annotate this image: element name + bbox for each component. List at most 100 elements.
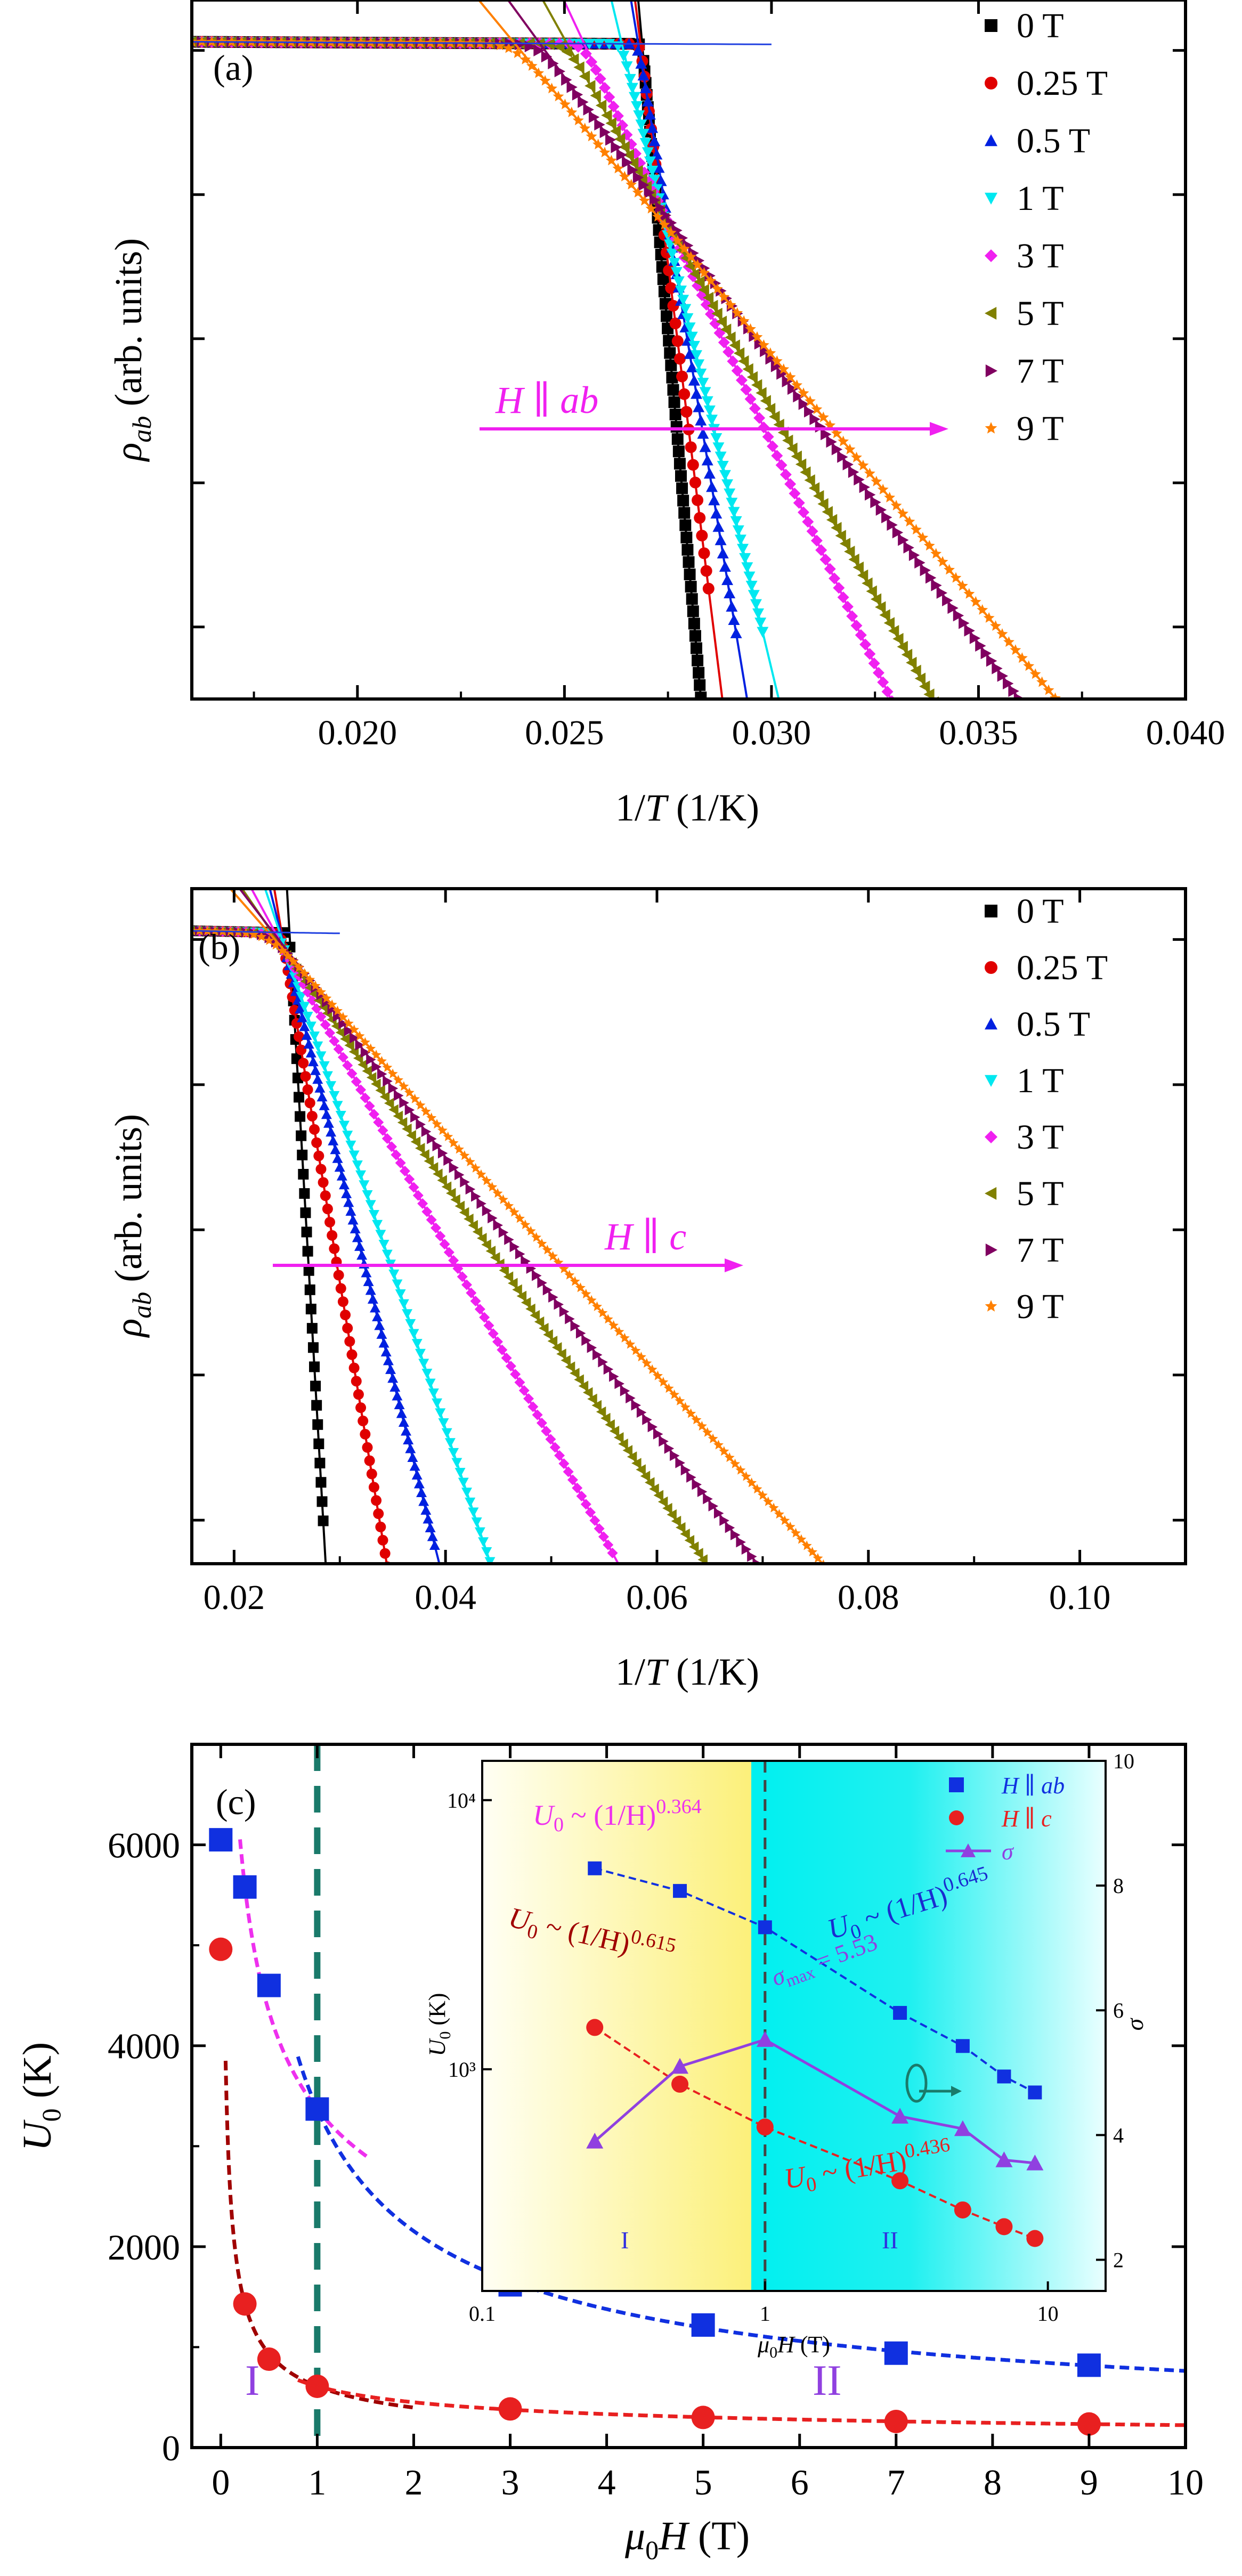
- inset-c-point: [954, 2201, 971, 2219]
- data-point: [541, 51, 553, 63]
- x-tick-label: 9: [1080, 2462, 1098, 2502]
- data-point: [305, 2374, 329, 2398]
- panel-a-ticks: 0.020 0.025 0.030 0.035 0.040: [192, 0, 1225, 752]
- legend-label: 7 T: [1017, 352, 1064, 391]
- series-9T: [192, 0, 1107, 759]
- data-point: [1042, 730, 1052, 742]
- inset-region-II-bg: [751, 1761, 1106, 2291]
- panel-c-curves: [209, 1744, 1186, 2448]
- data-point: [691, 2313, 715, 2337]
- x-tick-label: 0.025: [525, 713, 604, 752]
- plateau-line: [192, 930, 340, 934]
- panel-b: 0.02 0.04 0.06 0.08 0.10 (b) H ∥ c 0 T 0.25 T…: [107, 887, 1187, 1693]
- data-point: [1025, 708, 1035, 720]
- data-point: [257, 1973, 281, 1997]
- data-point: [1076, 725, 1087, 735]
- legend-label: 3 T: [1017, 1118, 1064, 1157]
- panel-c: 0 1 2 3 4 5 6 7 8 9 10 0 2000 4000 6000 (c) I II μ0H (…: [15, 1743, 1204, 2565]
- inset-region-I-bg: [482, 1761, 751, 2291]
- plateau-line: [192, 40, 772, 45]
- legend-marker: [985, 192, 997, 205]
- x-tick-label: 0.06: [626, 1578, 688, 1617]
- inset-legend: H ∥ ab H ∥ c σ: [946, 1773, 1065, 1865]
- data-point: [1077, 2412, 1101, 2436]
- inset-y2-tick-label: 2: [1113, 2248, 1124, 2272]
- inset-c-point: [995, 2218, 1013, 2236]
- x-tick-label: 6: [791, 2462, 809, 2502]
- data-point: [1030, 716, 1041, 727]
- data-point: [1047, 738, 1058, 750]
- data-point: [580, 47, 592, 60]
- panel-b-ticks: 0.02 0.04 0.06 0.08 0.10: [192, 889, 1187, 1617]
- data-point: [1069, 717, 1081, 727]
- x-tick-label: 0.02: [204, 1578, 265, 1617]
- inset-region-I: I: [621, 2226, 629, 2254]
- fit-line: [541, 0, 933, 699]
- legend-marker: [985, 77, 997, 90]
- inset-c-point: [671, 2075, 689, 2093]
- inset-fit-c-II: U0 ~ (1/H)0.436: [781, 2133, 954, 2200]
- inset-legend-sigma-marker: [961, 1843, 976, 1857]
- fit-line: [477, 0, 1058, 699]
- legend-label: 0 T: [1017, 6, 1064, 45]
- inset-x-tick-label: 10: [1037, 2302, 1059, 2326]
- inset-legend-ab-marker: [949, 1777, 964, 1792]
- fit-line: [238, 889, 759, 1564]
- legend-marker: [985, 1075, 997, 1087]
- data-point: [1090, 741, 1101, 751]
- data-point: [1056, 701, 1067, 711]
- panel-c-ylabel: U0 (K): [15, 2042, 66, 2151]
- fit-line: [273, 889, 388, 1564]
- inset-x-tick-label: 0.1: [469, 2302, 496, 2326]
- x-tick-label: 0.030: [732, 713, 811, 752]
- panel-a-arrow-head: [930, 422, 948, 436]
- inset-ticks: 0.1 1 10 10³ 10⁴ 2 4 6 8 10: [447, 1749, 1134, 2326]
- inset-sigma-point: [756, 2031, 774, 2047]
- fit-curve: [238, 1839, 371, 2160]
- inset-ylabel-right: σ: [1121, 2017, 1148, 2030]
- inset-ab-point: [893, 2006, 907, 2020]
- inset-legend-sigma-label: σ: [1002, 1839, 1014, 1865]
- inset-sigma-point: [995, 2151, 1013, 2167]
- inset-y2-tick-label: 8: [1113, 1874, 1124, 1898]
- fit-line: [507, 0, 1021, 699]
- inset-ab-point: [1028, 2085, 1042, 2100]
- x-tick-label: 0: [212, 2462, 230, 2502]
- inset-y2-tick-label: 10: [1113, 1749, 1134, 1773]
- inset-c-point: [586, 2019, 604, 2036]
- fit-line: [610, 0, 780, 699]
- legend-label: 9 T: [1017, 1287, 1064, 1326]
- panel-b-frame: [190, 887, 1187, 1565]
- inset-ylabel: U0 (K): [424, 1993, 454, 2057]
- data-point: [256, 931, 267, 941]
- series-0.5T: [192, 889, 441, 1564]
- x-tick-label: 0.020: [318, 713, 397, 752]
- inset-sigma-point: [671, 2058, 689, 2074]
- data-point: [1077, 2353, 1101, 2377]
- legend-label: 3 T: [1017, 237, 1064, 275]
- data-point: [890, 705, 902, 717]
- legend-marker: [985, 1300, 997, 1312]
- data-point: [895, 714, 906, 726]
- panel-b-arrow-head: [725, 1258, 743, 1272]
- panel-a-annotation: H ∥ ab: [495, 379, 598, 421]
- panel-c-frame: [190, 1743, 1187, 2449]
- panel-c-ticks: 0 1 2 3 4 5 6 7 8 9 10 0 2000 4000 6000: [108, 1744, 1204, 2502]
- data-point: [519, 53, 531, 64]
- data-point: [209, 1828, 233, 1852]
- data-point: [1096, 749, 1107, 759]
- y-tick-label: 0: [162, 2428, 180, 2468]
- data-point: [494, 39, 506, 51]
- x-tick-label: 0.04: [415, 1578, 476, 1617]
- panel-b-ylabel: ρab (arb. units): [107, 1114, 157, 1338]
- fit-line: [562, 0, 892, 699]
- data-point: [1036, 723, 1046, 735]
- data-point: [264, 935, 274, 945]
- data-point: [567, 53, 579, 66]
- y-tick-label: 6000: [108, 1825, 180, 1866]
- legend-marker: [985, 905, 997, 917]
- legend-marker: [985, 19, 997, 32]
- panel-a: 0.020 0.025 0.030 0.035 0.040 (a) H ∥ ab 0 T…: [107, 0, 1225, 829]
- data-point: [305, 2097, 329, 2121]
